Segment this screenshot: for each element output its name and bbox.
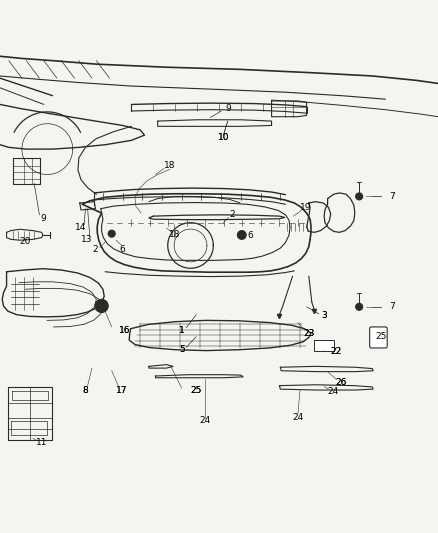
Text: 24: 24 <box>199 416 211 425</box>
FancyBboxPatch shape <box>314 340 334 351</box>
Text: 18: 18 <box>164 161 176 170</box>
Text: 8: 8 <box>82 385 88 394</box>
Text: 11: 11 <box>36 438 47 447</box>
Text: 26: 26 <box>335 378 346 387</box>
Text: 1: 1 <box>179 326 185 335</box>
Text: 25: 25 <box>191 385 202 394</box>
Text: 6: 6 <box>247 231 254 240</box>
Text: 9: 9 <box>225 104 231 114</box>
Text: 3: 3 <box>321 311 327 320</box>
Text: 24: 24 <box>292 413 304 422</box>
Circle shape <box>237 231 246 239</box>
Text: 14: 14 <box>75 223 87 231</box>
Text: 1: 1 <box>179 326 185 335</box>
Text: 18: 18 <box>169 230 180 239</box>
FancyBboxPatch shape <box>370 327 387 348</box>
Text: 25: 25 <box>191 385 202 394</box>
Text: 26: 26 <box>335 378 346 387</box>
Text: 25: 25 <box>375 332 387 341</box>
Text: 22: 22 <box>331 348 342 357</box>
Circle shape <box>356 193 363 200</box>
Text: 2: 2 <box>93 245 98 254</box>
Text: 16: 16 <box>119 326 131 335</box>
Circle shape <box>356 303 363 310</box>
Text: 13: 13 <box>81 235 92 244</box>
Circle shape <box>95 300 108 312</box>
Text: 24: 24 <box>327 387 339 396</box>
Text: 17: 17 <box>116 385 127 394</box>
Text: 20: 20 <box>20 237 31 246</box>
Text: 8: 8 <box>82 385 88 394</box>
Text: 22: 22 <box>331 348 342 357</box>
Text: 3: 3 <box>321 311 327 320</box>
Text: 16: 16 <box>119 326 131 335</box>
Text: 7: 7 <box>389 192 395 201</box>
Text: 5: 5 <box>179 345 185 354</box>
Text: 5: 5 <box>179 345 185 354</box>
Text: 2: 2 <box>230 211 235 219</box>
Text: 9: 9 <box>40 214 46 223</box>
Text: 7: 7 <box>389 302 395 311</box>
Text: 6: 6 <box>120 245 126 254</box>
Text: 10: 10 <box>218 133 229 142</box>
Circle shape <box>108 230 115 237</box>
Text: 23: 23 <box>303 328 314 337</box>
Text: 19: 19 <box>300 203 311 212</box>
Text: 17: 17 <box>116 385 127 394</box>
Text: 10: 10 <box>218 133 229 142</box>
Text: 23: 23 <box>303 328 314 337</box>
